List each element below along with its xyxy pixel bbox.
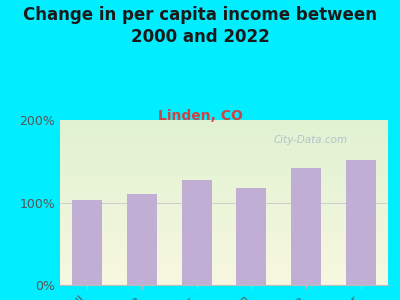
- Bar: [291, 168, 321, 285]
- Bar: [236, 188, 266, 285]
- Bar: [72, 200, 102, 285]
- Text: Change in per capita income between
2000 and 2022: Change in per capita income between 2000…: [23, 6, 377, 46]
- Text: City-Data.com: City-Data.com: [273, 135, 347, 145]
- Bar: [346, 160, 376, 285]
- Bar: [127, 194, 157, 285]
- Text: Linden, CO: Linden, CO: [158, 110, 242, 124]
- Bar: [182, 180, 212, 285]
